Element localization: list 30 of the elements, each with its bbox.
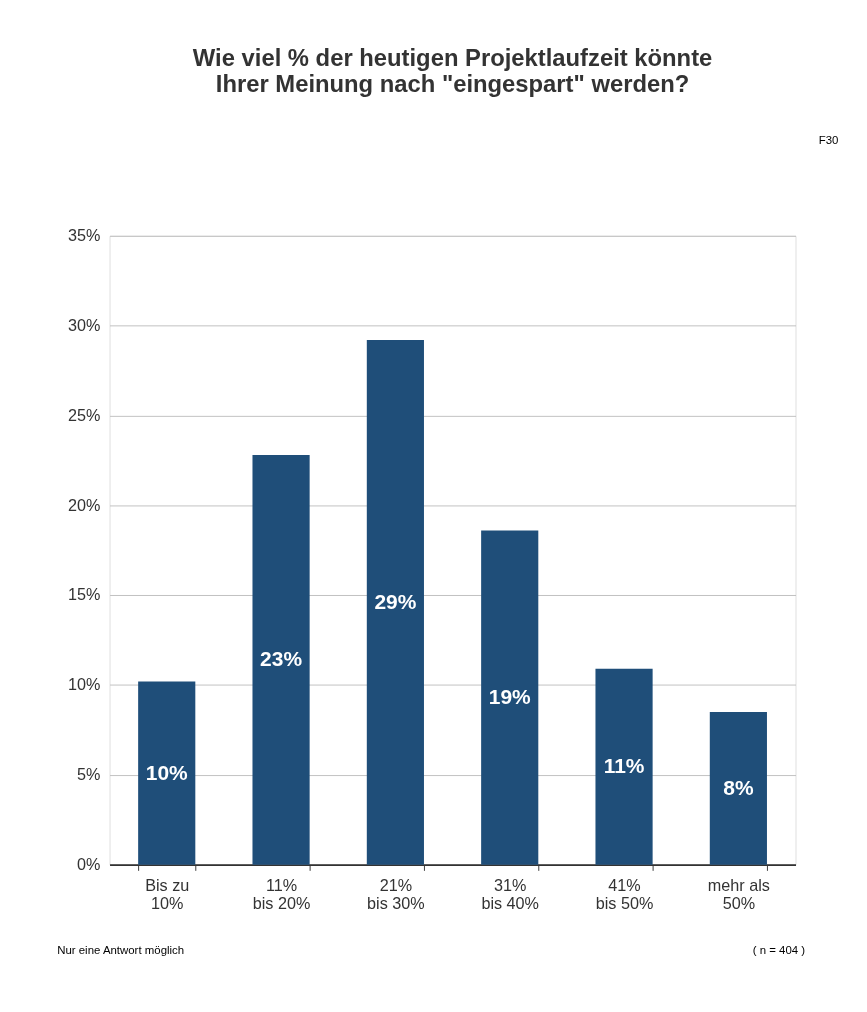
bar	[709, 711, 767, 865]
data-label: 29%	[374, 590, 417, 614]
bar	[366, 340, 424, 865]
x-tick-label: Bis zu 10%	[145, 875, 190, 912]
data-label: 11%	[603, 754, 645, 778]
x-tick-label: 21% bis 30%	[367, 875, 425, 912]
bar	[138, 681, 196, 865]
text: Nur eine Antwort möglich	[57, 944, 185, 957]
y-tick-label: 5%	[77, 765, 101, 784]
y-tick-label: 35%	[68, 226, 101, 245]
chart-title: Wie viel % der heutigen Projektlaufzeit könnte Ihrer Meinung nach "eingespart" werden?	[192, 44, 713, 97]
data-label: 8%	[723, 775, 754, 799]
x-tick-label: 31% bis 40%	[481, 875, 539, 912]
y-tick-label: 30%	[68, 315, 101, 334]
data-label: 23%	[260, 647, 303, 671]
y-tick-label: 0%	[77, 854, 101, 873]
bar	[481, 530, 539, 865]
y-tick-label: 15%	[68, 585, 101, 604]
x-tick-label: 11% bis 20%	[252, 875, 311, 912]
text: F30	[818, 134, 839, 147]
y-tick-label: 10%	[68, 675, 101, 694]
x-tick-label: mehr als 50%	[707, 875, 770, 912]
y-tick-label: 25%	[68, 405, 101, 424]
x-tick-label: 41% bis 50%	[595, 875, 654, 912]
data-label: 10%	[145, 760, 189, 784]
text: ( n = 404 )	[752, 944, 806, 957]
y-tick-label: 20%	[68, 495, 101, 514]
bar	[252, 455, 310, 865]
data-label: 19%	[488, 685, 532, 709]
bar	[595, 668, 653, 865]
